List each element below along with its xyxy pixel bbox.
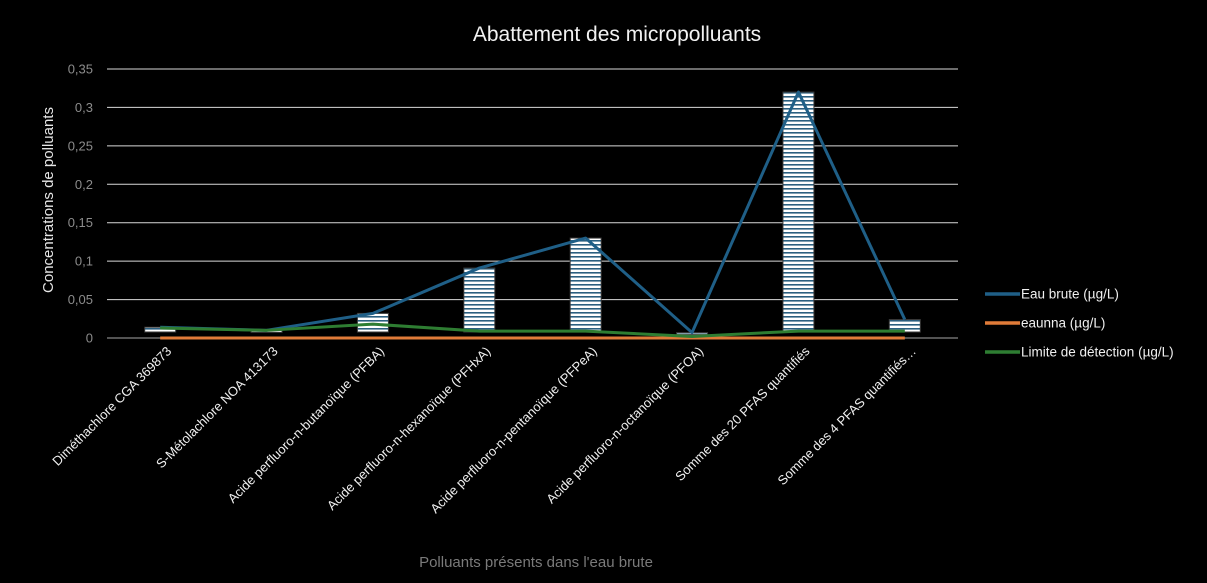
- bar: [463, 267, 496, 333]
- bar: [569, 237, 602, 333]
- legend-label: eaunna (µg/L): [1021, 316, 1105, 331]
- bars: [144, 91, 921, 336]
- series-line: [160, 90, 907, 335]
- x-category-label: Acide perfluoro-n-pentanoïque (PFPeA): [427, 344, 600, 517]
- series-lines: [160, 90, 907, 340]
- y-axis-ticks: 0 0,05 0,1 0,15 0,2 0,25 0,3 0,35: [68, 62, 93, 346]
- y-tick-label: 0,25: [68, 138, 93, 153]
- y-tick-label: 0,1: [75, 254, 93, 269]
- bar: [782, 91, 815, 333]
- x-category-label: S-Métolachlore NOA 413173: [153, 344, 281, 472]
- x-axis-label: Polluants présents dans l'eau brute: [419, 554, 653, 571]
- y-tick-label: 0,35: [68, 62, 93, 77]
- gridlines: [107, 68, 958, 339]
- series-line: [160, 322, 905, 338]
- y-axis-label: Concentrations de polluants: [40, 107, 57, 293]
- legend-label: Limite de détection (µg/L): [1021, 345, 1174, 360]
- x-category-label: Acide perfluoro-n-hexanoïque (PFHxA): [324, 344, 494, 514]
- x-category-label: Diméthachlore CGA 369873: [49, 344, 174, 469]
- legend: Eau brute (µg/L) eaunna (µg/L) Limite de d…: [985, 287, 1174, 360]
- legend-label: Eau brute (µg/L): [1021, 287, 1119, 302]
- y-tick-label: 0,2: [75, 177, 93, 192]
- chart-title: Abattement des micropolluants: [473, 23, 761, 46]
- y-tick-label: 0,15: [68, 215, 93, 230]
- y-tick-label: 0,3: [75, 100, 93, 115]
- y-tick-label: 0: [86, 331, 93, 346]
- y-tick-label: 0,05: [68, 292, 93, 307]
